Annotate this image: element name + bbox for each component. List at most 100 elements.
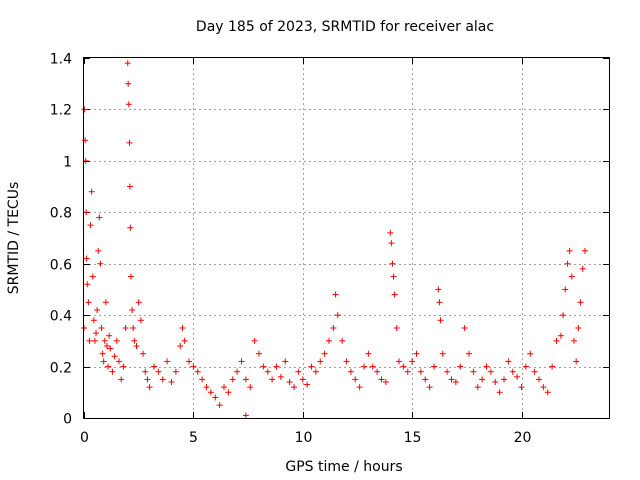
data-point <box>207 389 214 396</box>
data-point <box>387 229 394 236</box>
data-point <box>437 317 444 324</box>
data-point <box>404 368 411 375</box>
data-point <box>474 384 481 391</box>
data-point <box>573 358 580 365</box>
data-point <box>557 332 564 339</box>
data-point <box>518 384 525 391</box>
data-point <box>90 317 97 324</box>
data-point <box>131 337 138 344</box>
data-point <box>304 381 311 388</box>
data-point <box>549 363 556 370</box>
data-point <box>457 363 464 370</box>
data-point <box>107 345 114 352</box>
x-tick-label: 5 <box>189 430 198 446</box>
data-point <box>347 368 354 375</box>
data-point <box>247 384 254 391</box>
data-point <box>111 353 118 360</box>
data-point <box>142 368 149 375</box>
data-point <box>321 350 328 357</box>
data-point <box>487 368 494 375</box>
data-point <box>99 350 106 357</box>
data-point <box>186 358 192 365</box>
data-point <box>242 412 249 419</box>
data-point <box>564 260 571 267</box>
data-point <box>291 384 297 391</box>
data-point <box>540 384 547 391</box>
data-point <box>308 363 315 370</box>
data-point <box>101 337 108 344</box>
data-point <box>439 350 446 357</box>
data-point <box>86 337 93 344</box>
data-point <box>581 247 588 254</box>
data-point <box>332 291 339 298</box>
data-point <box>382 379 389 385</box>
data-point <box>431 363 437 370</box>
y-tick-label: 1.2 <box>50 103 72 119</box>
y-tick-label: 0.2 <box>50 361 72 377</box>
data-point <box>144 376 151 383</box>
data-point <box>120 363 127 370</box>
data-point <box>326 337 332 344</box>
x-tick-label: 10 <box>295 430 313 446</box>
data-point <box>155 368 162 375</box>
data-point <box>105 363 112 370</box>
data-point <box>378 376 385 383</box>
data-point <box>409 358 416 365</box>
y-tick-label: 0.6 <box>50 258 72 274</box>
data-point <box>168 379 175 385</box>
data-point <box>388 240 395 247</box>
data-point <box>365 350 372 357</box>
data-point <box>118 376 125 383</box>
data-point <box>575 325 582 331</box>
data-point <box>352 376 359 383</box>
y-tick-label: 0.4 <box>50 309 72 325</box>
data-point <box>466 350 472 357</box>
data-point <box>273 363 280 370</box>
data-point <box>483 363 490 370</box>
data-point <box>391 291 398 298</box>
y-tick-label: 0.8 <box>50 206 72 222</box>
data-point <box>505 358 512 365</box>
data-point <box>225 389 232 396</box>
data-point <box>203 384 210 391</box>
data-point <box>234 368 241 375</box>
axis-ticks: 0 0.2 0.4 0.6 0.8 1 1.2 1.4 0 5 10 15 20 <box>50 52 609 446</box>
data-point <box>125 101 132 108</box>
data-point <box>374 368 381 375</box>
data-point <box>89 273 96 280</box>
data-point <box>343 358 350 365</box>
data-point <box>129 307 136 313</box>
data-point <box>212 394 219 401</box>
data-point <box>334 312 341 319</box>
data-point <box>536 376 542 383</box>
data-point <box>390 273 397 280</box>
data-point <box>339 337 346 344</box>
data-point <box>393 325 400 331</box>
data-point <box>85 299 92 306</box>
data-point <box>238 358 245 365</box>
data-point <box>109 368 116 375</box>
x-tick-label: 20 <box>514 430 532 446</box>
data-point <box>452 379 459 385</box>
data-point <box>96 214 103 221</box>
data-point <box>317 358 324 365</box>
data-point <box>164 358 171 365</box>
data-point <box>400 363 407 370</box>
data-point <box>522 363 529 370</box>
data-point <box>82 137 89 144</box>
data-point <box>126 183 133 190</box>
data-point <box>95 247 102 254</box>
data-point <box>116 358 122 365</box>
data-point <box>396 358 402 365</box>
data-point <box>461 325 468 331</box>
data-point <box>579 265 586 272</box>
x-axis-label: GPS time / hours <box>285 459 402 475</box>
data-point <box>251 337 258 344</box>
data-point <box>102 299 109 306</box>
data-point <box>126 139 133 146</box>
data-point <box>577 299 584 306</box>
data-point <box>179 325 186 331</box>
data-point <box>106 332 113 339</box>
data-point <box>125 80 132 87</box>
data-point <box>87 222 94 229</box>
